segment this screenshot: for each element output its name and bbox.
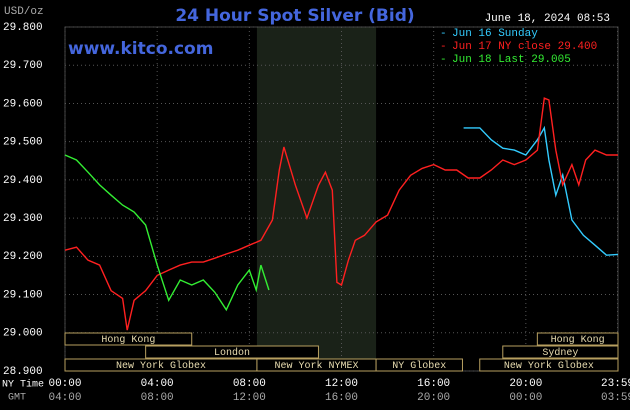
x-tick-label: 12:00 [325, 378, 358, 390]
y-tick-label: 29.000 [3, 328, 43, 340]
session-box [375, 358, 463, 372]
y-axis-label: USD/oz [4, 6, 44, 18]
session-box [479, 358, 619, 372]
x-axis-label: NY Time [2, 379, 44, 391]
session-box [64, 332, 193, 346]
session-label: Hong Kong [101, 335, 155, 346]
series-line [64, 97, 618, 331]
site-label: www.kitco.com [68, 39, 213, 59]
x2-axis-label: GMT [8, 393, 26, 404]
x-tick-label: 04:00 [141, 378, 174, 390]
legend-label: Jun 17 NY close 29.400 [452, 41, 597, 53]
session-label: New York NYMEX [274, 360, 358, 372]
legend-label: Jun 18 Last 29.005 [452, 54, 571, 66]
y-tick-label: 29.500 [3, 137, 43, 149]
session-label: New York Globex [116, 360, 206, 372]
legend-marker: - [440, 28, 447, 40]
session-box [145, 345, 319, 359]
gmt-tick-label: 12:00 [233, 392, 266, 404]
session-label: New York Globex [504, 360, 594, 372]
session-box [502, 345, 619, 359]
gmt-tick-label: 03:59 [601, 392, 630, 404]
chart-title: 24 Hour Spot Silver (Bid) [175, 6, 414, 26]
legend-marker: - [440, 54, 447, 66]
y-tick-label: 29.300 [3, 213, 43, 225]
x-tick-label: 16:00 [417, 378, 450, 390]
y-tick-label: 29.200 [3, 251, 43, 263]
legend-label: Jun 16 Sunday [452, 28, 538, 40]
y-tick-label: 29.600 [3, 98, 43, 110]
session-label: Sydney [542, 347, 578, 359]
session-label: NY Globex [392, 360, 446, 372]
x-tick-label: 00:00 [48, 378, 81, 390]
gmt-tick-label: 16:00 [325, 392, 358, 404]
chart-date: June 18, 2024 08:53 [485, 13, 610, 25]
gmt-tick-label: 04:00 [48, 392, 81, 404]
session-label: London [214, 347, 250, 359]
y-tick-label: 29.800 [3, 22, 43, 34]
x-tick-label: 20:00 [509, 378, 542, 390]
series-line [64, 154, 270, 312]
legend-marker: - [440, 41, 447, 53]
gmt-tick-label: 08:00 [141, 392, 174, 404]
y-tick-label: 28.900 [3, 366, 43, 378]
series-line [463, 125, 619, 256]
shaded-range [256, 27, 377, 371]
y-tick-label: 29.400 [3, 175, 43, 187]
gmt-tick-label: 20:00 [417, 392, 450, 404]
y-tick-label: 29.100 [3, 289, 43, 301]
session-label: Hong Kong [551, 335, 605, 346]
session-box [536, 332, 619, 346]
gmt-tick-label: 00:00 [509, 392, 542, 404]
x-tick-label: 08:00 [233, 378, 266, 390]
x-tick-label: 23:59 [601, 378, 630, 390]
y-tick-label: 29.700 [3, 60, 43, 72]
